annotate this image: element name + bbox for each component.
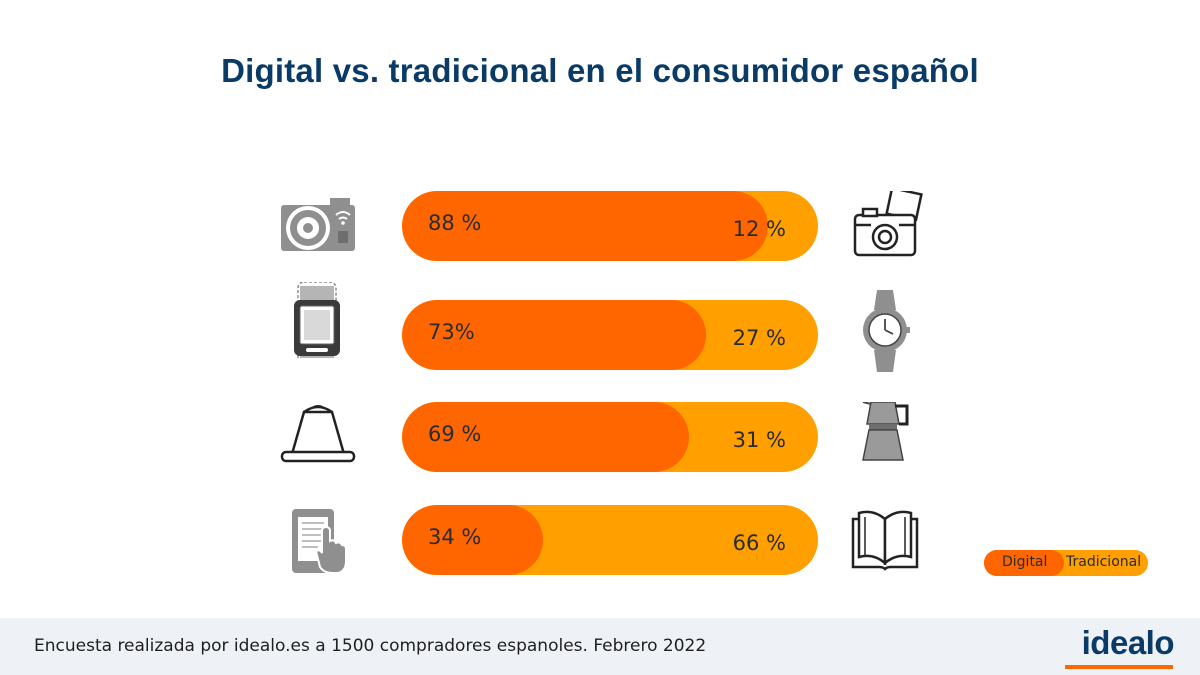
bar-track: 73% 27 % — [402, 300, 818, 370]
value-label-digital: 88 % — [428, 211, 482, 235]
bar-track: 88 % 12 % — [402, 191, 818, 261]
instant-camera-icon — [845, 186, 925, 263]
smartwatch-icon — [278, 281, 358, 375]
bar-row-watches: 73% 27 % — [0, 281, 1200, 375]
value-label-tradicional: 31 % — [732, 428, 786, 452]
value-label-tradicional: 12 % — [732, 217, 786, 241]
bar-track: 34 % 66 % — [402, 505, 818, 575]
footer: Encuesta realizada por idealo.es a 1500 … — [0, 618, 1200, 675]
value-label-digital: 34 % — [428, 525, 482, 549]
bar-row-books: 34 % 66 % — [0, 505, 1200, 577]
bar-digital — [402, 505, 544, 575]
bar-row-cameras: 88 % 12 % — [0, 186, 1200, 263]
bar-track: 69 % 31 % — [402, 402, 818, 472]
footer-note: Encuesta realizada por idealo.es a 1500 … — [34, 636, 707, 656]
brand-underline — [1065, 665, 1173, 669]
bar-digital — [402, 402, 690, 472]
coffee-capsule-icon — [278, 402, 358, 474]
value-label-digital: 69 % — [428, 422, 482, 446]
legend-label-tradicional: Tradicional — [1066, 554, 1142, 570]
book-icon — [845, 505, 925, 577]
value-label-tradicional: 27 % — [732, 326, 786, 350]
legend-swatch-digital — [984, 550, 1064, 576]
brand-logo: idealo — [1081, 624, 1175, 661]
value-label-digital: 73% — [428, 320, 475, 344]
moka-pot-icon — [845, 398, 925, 474]
ebook-reader-icon — [278, 505, 358, 577]
legend: Digital Tradicional — [984, 550, 1148, 576]
chart-title: Digital vs. tradicional en el consumidor… — [221, 52, 979, 89]
analog-watch-icon — [845, 290, 925, 372]
value-label-tradicional: 66 % — [732, 531, 786, 555]
bar-digital — [402, 191, 769, 261]
digital-camera-icon — [278, 191, 358, 263]
legend-label-digital: Digital — [1002, 554, 1048, 570]
bar-row-coffee: 69 % 31 % — [0, 398, 1200, 474]
bar-digital — [402, 300, 706, 370]
